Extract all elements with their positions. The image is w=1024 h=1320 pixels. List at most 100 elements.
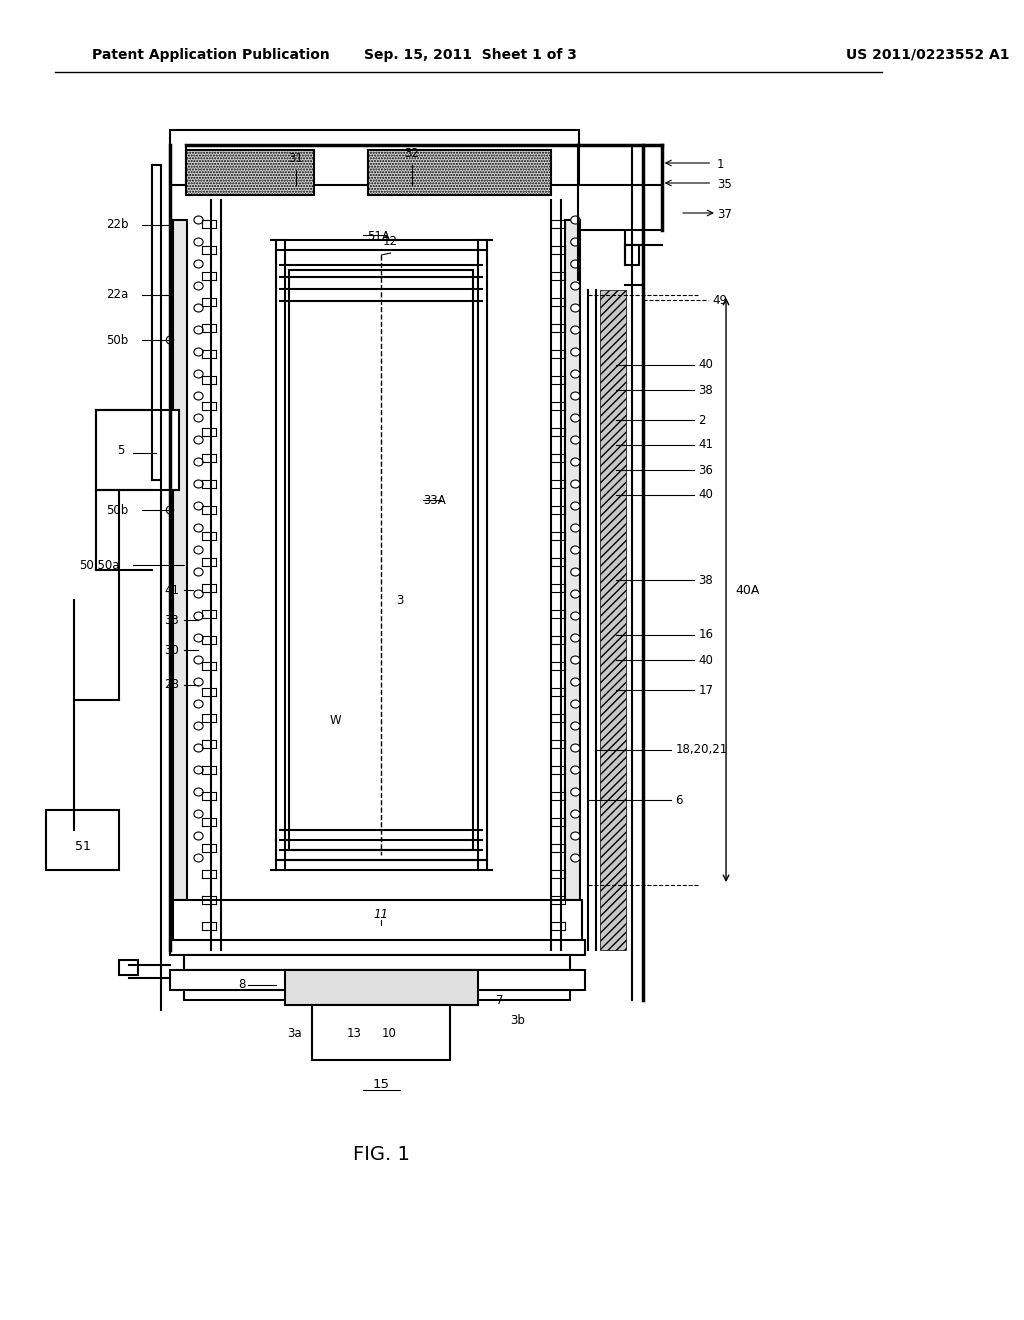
Ellipse shape <box>194 590 203 598</box>
Bar <box>312 1005 451 1060</box>
Ellipse shape <box>570 766 580 774</box>
Text: 38: 38 <box>698 384 714 396</box>
Ellipse shape <box>194 744 203 752</box>
Bar <box>46 810 120 870</box>
Ellipse shape <box>194 392 203 400</box>
Text: Patent Application Publication: Patent Application Publication <box>92 48 330 62</box>
Text: 11: 11 <box>374 908 389 921</box>
Ellipse shape <box>570 546 580 554</box>
Text: 28: 28 <box>164 678 179 692</box>
Bar <box>170 970 586 990</box>
Text: 22a: 22a <box>106 289 129 301</box>
Text: 31: 31 <box>289 152 303 165</box>
Ellipse shape <box>194 480 203 488</box>
Ellipse shape <box>194 788 203 796</box>
Text: 5: 5 <box>117 444 124 457</box>
Ellipse shape <box>570 656 580 664</box>
Text: 1: 1 <box>717 158 724 172</box>
Ellipse shape <box>194 766 203 774</box>
Text: 36: 36 <box>698 463 714 477</box>
Bar <box>184 970 569 1001</box>
Ellipse shape <box>570 854 580 862</box>
Ellipse shape <box>194 348 203 356</box>
Ellipse shape <box>570 744 580 752</box>
Ellipse shape <box>194 568 203 576</box>
Bar <box>185 150 314 195</box>
Text: 22b: 22b <box>106 219 129 231</box>
Text: 33: 33 <box>165 614 179 627</box>
Ellipse shape <box>194 700 203 708</box>
Ellipse shape <box>570 700 580 708</box>
Ellipse shape <box>570 392 580 400</box>
Text: 7: 7 <box>497 994 504 1006</box>
Ellipse shape <box>194 326 203 334</box>
Ellipse shape <box>570 502 580 510</box>
Bar <box>565 271 579 900</box>
Ellipse shape <box>570 304 580 312</box>
Text: 2: 2 <box>698 413 706 426</box>
Text: 8: 8 <box>238 978 246 991</box>
Ellipse shape <box>194 414 203 422</box>
Ellipse shape <box>194 524 203 532</box>
Text: 10: 10 <box>381 1027 396 1040</box>
Text: US 2011/0223552 A1: US 2011/0223552 A1 <box>846 48 1009 62</box>
Bar <box>565 220 580 900</box>
Ellipse shape <box>194 370 203 378</box>
Text: 40: 40 <box>698 359 714 371</box>
Bar <box>285 970 478 1005</box>
Ellipse shape <box>570 480 580 488</box>
Bar <box>120 960 138 975</box>
Text: 50b: 50b <box>106 503 129 516</box>
Bar <box>184 954 569 970</box>
Ellipse shape <box>194 832 203 840</box>
Ellipse shape <box>570 458 580 466</box>
Bar <box>170 940 586 954</box>
Text: 50,50a: 50,50a <box>79 558 120 572</box>
Bar <box>96 411 179 490</box>
Text: 40: 40 <box>698 488 714 502</box>
Text: 32: 32 <box>404 147 419 160</box>
Text: 38: 38 <box>698 573 714 586</box>
Text: 15: 15 <box>373 1078 390 1092</box>
Bar <box>170 129 579 185</box>
Ellipse shape <box>570 436 580 444</box>
Ellipse shape <box>194 854 203 862</box>
Ellipse shape <box>570 260 580 268</box>
Ellipse shape <box>570 722 580 730</box>
Ellipse shape <box>194 436 203 444</box>
Ellipse shape <box>194 722 203 730</box>
Ellipse shape <box>194 304 203 312</box>
Ellipse shape <box>194 678 203 686</box>
Ellipse shape <box>194 502 203 510</box>
Ellipse shape <box>570 370 580 378</box>
Text: 50b: 50b <box>106 334 129 346</box>
Ellipse shape <box>194 656 203 664</box>
Ellipse shape <box>194 612 203 620</box>
Ellipse shape <box>570 238 580 246</box>
Text: 37: 37 <box>717 209 732 222</box>
Text: 3b: 3b <box>510 1014 525 1027</box>
Text: 41: 41 <box>164 583 179 597</box>
Text: 6: 6 <box>676 793 683 807</box>
Ellipse shape <box>194 260 203 268</box>
Ellipse shape <box>570 348 580 356</box>
Text: 40A: 40A <box>735 583 760 597</box>
Text: 41: 41 <box>698 438 714 451</box>
Ellipse shape <box>570 612 580 620</box>
Bar <box>290 271 473 850</box>
Text: 18,20,21: 18,20,21 <box>676 743 728 756</box>
Ellipse shape <box>570 832 580 840</box>
Text: 16: 16 <box>698 628 714 642</box>
Ellipse shape <box>570 216 580 224</box>
Text: 49: 49 <box>713 293 727 306</box>
Ellipse shape <box>194 634 203 642</box>
Text: 51A: 51A <box>368 231 390 243</box>
Text: 30: 30 <box>165 644 179 656</box>
Text: FIG. 1: FIG. 1 <box>353 1146 410 1164</box>
Bar <box>368 150 552 195</box>
Bar <box>173 220 187 900</box>
Bar <box>625 246 639 265</box>
Text: W: W <box>330 714 341 726</box>
Ellipse shape <box>194 546 203 554</box>
Text: 35: 35 <box>717 178 731 191</box>
